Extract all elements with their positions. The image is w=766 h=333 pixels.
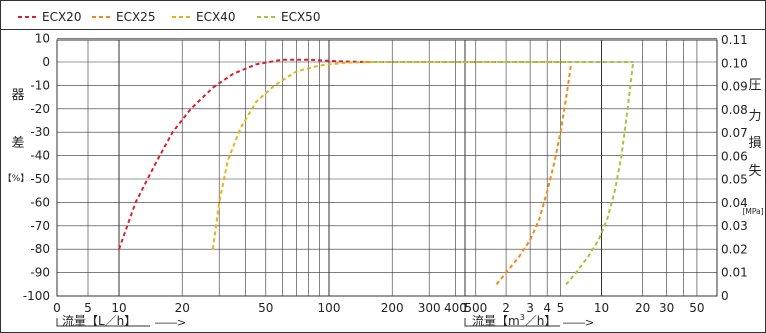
- right-axis-label-char: 圧: [748, 78, 761, 93]
- series-line-ecx25: [495, 63, 573, 286]
- left-axis-label-char: 差: [11, 136, 24, 151]
- x-tick-label-m3h: 4: [543, 301, 551, 315]
- right-axis-label-char: 損: [748, 136, 761, 151]
- right-tick-label: 0.10: [721, 56, 748, 70]
- left-tick-label: 0: [42, 55, 50, 69]
- legend-label-ecx25: ECX25: [116, 10, 155, 24]
- left-tick-label: -80: [30, 242, 50, 256]
- left-tick-label: -60: [30, 195, 50, 209]
- x-axis-arrow-lh: ――>: [155, 316, 186, 329]
- x-axis-arrow-m3h: ――>: [563, 316, 594, 329]
- series-line-ecx20: [118, 58, 367, 250]
- x-tick-label-m3h: 1: [461, 301, 469, 315]
- right-axis-unit: [MPa]: [742, 207, 763, 216]
- x-tick-label-lh: 50: [258, 301, 273, 315]
- right-tick-label: 0.11: [721, 33, 748, 47]
- right-axis-label-char: 失: [748, 164, 761, 179]
- legend-label-ecx20: ECX20: [42, 10, 81, 24]
- left-tick-label: 10: [35, 32, 50, 46]
- right-axis: 0.11 0.10 0.09 0.08 0.07 0.06 0.05 0.04 0.03 0.02…: [721, 33, 764, 303]
- x-tick-label-lh: 5: [84, 301, 92, 315]
- x-tick-label-m3h: 50: [689, 301, 704, 315]
- left-tick-label: -30: [30, 125, 50, 139]
- x-tick-label-m3h: 2: [502, 301, 510, 315]
- right-tick-label: 0.02: [721, 242, 748, 256]
- x-tick-label-lh: 500: [464, 301, 487, 315]
- right-tick-label: 0.04: [721, 196, 748, 210]
- right-tick-label: 0.01: [721, 266, 748, 280]
- left-axis-label-char: 器: [11, 88, 24, 103]
- right-tick-label: 0.03: [721, 219, 748, 233]
- x-tick-label-lh: 10: [111, 301, 126, 315]
- left-tick-label: -10: [30, 78, 50, 92]
- x-tick-label-lh: 0: [53, 301, 61, 315]
- x-tick-label-m3h: 20: [635, 301, 650, 315]
- legend: ECX20 ECX25 ECX40 ECX50: [18, 10, 320, 24]
- right-tick-label: 0: [721, 289, 729, 303]
- right-tick-label: 0.07: [721, 126, 748, 140]
- x-tick-label-lh: 400: [444, 301, 467, 315]
- plot-border: [56, 39, 718, 297]
- legend-label-ecx50: ECX50: [281, 10, 320, 24]
- x-tick-label-m3h: 5: [557, 301, 565, 315]
- x-axis-label-m3h: 流量【m3／h】: [472, 313, 556, 328]
- right-tick-label: 0.05: [721, 173, 748, 187]
- series-lines: [118, 58, 634, 286]
- series-line-ecx50: [565, 63, 634, 286]
- x-tick-label-lh: 100: [318, 301, 341, 315]
- left-axis: 10 0 -10 -20 -30 -40 -50 -60 -70 -80 -90 -100 器差【%】: [3, 32, 50, 303]
- left-tick-label: -40: [30, 149, 50, 163]
- left-tick-label: -20: [30, 102, 50, 116]
- left-tick-label: -70: [30, 219, 50, 233]
- grid: [57, 38, 717, 297]
- x-axis-label-lh: 流量【L／h】: [62, 314, 136, 328]
- right-tick-label: 0.08: [721, 103, 748, 117]
- x-tick-label-lh: 300: [418, 301, 441, 315]
- right-tick-label: 0.09: [721, 80, 748, 94]
- x-tick-label-lh: 20: [175, 301, 190, 315]
- right-axis-label-char: 力: [748, 109, 761, 124]
- x-axis-bracket-lh: [56, 318, 150, 327]
- x-tick-label-m3h: 10: [594, 301, 609, 315]
- x-axis-bracket-m3h: [464, 318, 560, 327]
- left-axis-unit: 【%】: [3, 173, 30, 184]
- x-tick-label-lh: 200: [381, 301, 404, 315]
- legend-label-ecx40: ECX40: [196, 10, 235, 24]
- right-tick-label: 0.06: [721, 149, 748, 163]
- left-tick-label: -90: [30, 266, 50, 280]
- x-tick-label-m3h: 30: [659, 301, 674, 315]
- left-tick-label: -100: [23, 289, 50, 303]
- left-tick-label: -50: [30, 172, 50, 186]
- x-tick-label-m3h: 3: [526, 301, 534, 315]
